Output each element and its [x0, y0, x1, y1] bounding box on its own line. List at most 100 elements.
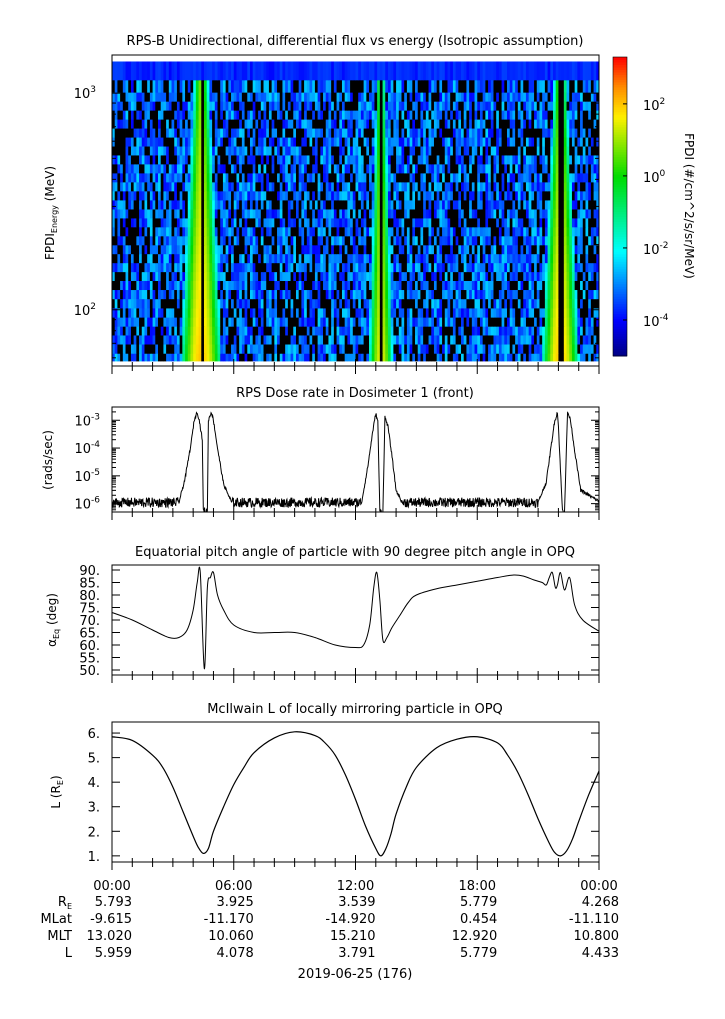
spectrogram-cell — [225, 226, 229, 237]
spectrogram-cell — [304, 253, 308, 264]
spectrogram-cell — [444, 244, 448, 255]
spectrogram-cell — [171, 119, 175, 129]
spectrogram-cell — [350, 262, 354, 273]
spectrogram-cell — [553, 289, 557, 300]
spectrogram-cell — [293, 128, 297, 138]
spectrogram-cell — [133, 209, 137, 219]
spectrogram-cell — [588, 244, 592, 255]
spectrogram-cell — [290, 326, 294, 336]
spectrogram-cell — [563, 326, 567, 336]
spectrogram-cell — [201, 190, 205, 201]
spectrogram-cell — [433, 317, 438, 327]
spectrogram-cell — [141, 353, 145, 362]
spectrogram-cell — [447, 137, 451, 147]
spectrogram-cell — [260, 253, 264, 264]
spectrogram-cell — [225, 262, 229, 273]
spectrogram-cell — [282, 308, 286, 318]
spectrogram-cell — [504, 119, 508, 129]
spectrogram-cell — [382, 317, 386, 327]
spectrogram-cell — [212, 128, 216, 138]
spectrogram-cell — [176, 335, 181, 345]
spectrogram-cell — [157, 244, 162, 255]
spectrogram-cell — [282, 289, 286, 300]
spectrogram-cell — [252, 181, 256, 192]
spectrogram-cell — [255, 308, 259, 318]
spectrogram-cell — [379, 262, 383, 273]
spectrogram-cell — [458, 271, 462, 281]
spectrogram-cell — [309, 155, 313, 165]
spectrogram-cell — [241, 298, 245, 309]
spectrogram-cell — [387, 298, 392, 309]
spectrogram-cell — [574, 289, 578, 300]
spectrogram-cell — [347, 353, 351, 362]
spectrogram-cell — [398, 308, 402, 318]
spectrogram-cell — [547, 317, 551, 327]
spectrogram-cell — [512, 200, 516, 210]
spectrogram-cell — [512, 262, 516, 273]
spectrogram-cell — [566, 190, 570, 201]
spectrogram-cell — [493, 200, 497, 210]
spectrogram-cell — [431, 280, 435, 291]
spectrogram-cell — [553, 209, 557, 219]
spectrogram-cell — [285, 253, 289, 264]
spectrogram-cell — [323, 163, 327, 174]
spectrogram-cell — [166, 353, 170, 362]
spectrogram-cell — [320, 235, 324, 246]
spectrogram-cell — [249, 209, 254, 219]
spectrogram-cell — [187, 128, 191, 138]
spectrogram-cell — [247, 163, 251, 174]
spectrogram-cell — [352, 200, 356, 210]
spectrogram-cell — [455, 235, 459, 246]
spectrogram-cell — [377, 344, 381, 354]
spectrogram-cell — [401, 200, 405, 210]
spectrogram-cell — [239, 253, 243, 264]
spectrogram-cell — [187, 335, 191, 345]
spectrogram-cell — [266, 344, 270, 354]
spectrogram-cell — [406, 226, 411, 237]
spectrogram-cell — [482, 200, 486, 210]
spectrogram-cell — [523, 181, 527, 192]
spectrogram-cell — [314, 308, 319, 318]
spectrogram-cell — [447, 200, 451, 210]
spectrogram-cell — [252, 262, 256, 273]
spectrogram-cell — [139, 289, 143, 300]
spectrogram-cell — [198, 226, 202, 237]
spectrogram-cell — [520, 262, 524, 273]
spectrogram-cell — [509, 128, 513, 138]
spectrogram-cell — [149, 209, 153, 219]
spectrogram-cell — [539, 190, 543, 201]
spectrogram-cell — [160, 163, 164, 174]
spectrogram-cell — [352, 146, 356, 156]
spectrogram-cell — [542, 155, 546, 165]
spectrogram-cell — [431, 155, 435, 165]
spectrogram-cell — [398, 209, 402, 219]
spectrogram-cell — [117, 172, 121, 183]
spectrogram-cell — [406, 308, 411, 318]
spectrogram-cell — [442, 289, 446, 300]
spectrogram-cell — [377, 289, 381, 300]
spectrogram-cell — [266, 119, 270, 129]
spectrogram-cell — [244, 181, 248, 192]
spectrogram-cell — [222, 181, 227, 192]
spectrogram-cell — [244, 353, 248, 362]
spectrogram-cell — [512, 163, 516, 174]
spectrogram-cell — [571, 262, 576, 273]
spectrogram-cell — [214, 226, 218, 237]
spectrogram-cell — [212, 253, 216, 264]
spectrogram-cell — [136, 317, 140, 327]
spectrogram-cell — [179, 298, 183, 309]
spectrogram-cell — [125, 119, 129, 129]
spectrogram-cell — [555, 253, 559, 264]
spectrogram-cell — [369, 137, 373, 147]
spectrogram-cell — [336, 271, 340, 281]
spectrogram-cell — [231, 218, 235, 228]
spectrogram-cell — [593, 155, 597, 165]
spectrogram-cell — [485, 163, 489, 174]
spectrogram-cell — [417, 190, 421, 201]
spectrogram-cell — [122, 172, 126, 183]
spectrogram-cell — [409, 253, 413, 264]
spectrogram-cell — [139, 262, 143, 273]
spectrogram-cell — [379, 137, 383, 147]
spectrogram-cell — [428, 344, 432, 354]
spectrogram-cell — [577, 308, 581, 318]
